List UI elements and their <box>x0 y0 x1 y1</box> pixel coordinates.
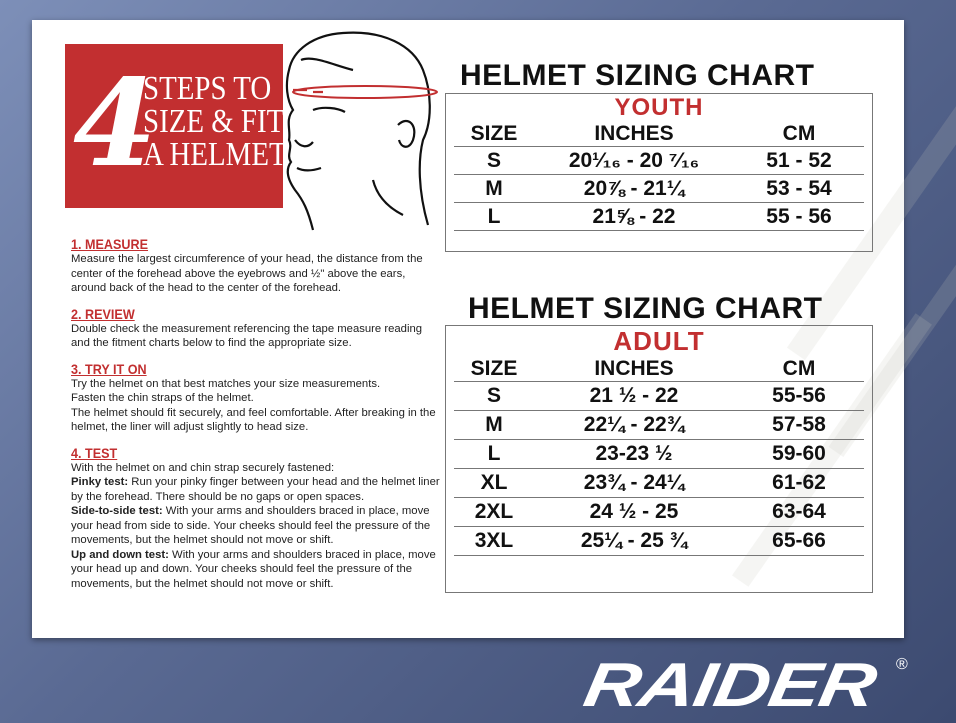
inches-cell: 23-23 ½ <box>534 439 734 469</box>
table-row: M 20⅞ - 21¼ 53 - 54 <box>454 174 864 203</box>
inches-cell: 23¾ - 24¼ <box>534 468 734 498</box>
step-text: Fasten the chin straps of the helmet. <box>71 392 254 404</box>
size-cell: XL <box>454 468 534 498</box>
inches-cell: 25¼ - 25 ¾ <box>534 526 734 556</box>
test-label: Pinky test: <box>71 476 129 488</box>
size-cell: S <box>454 381 534 411</box>
adult-sizing-table: ADULT SIZE INCHES CM S 21 ½ - 22 55-56 M 22¼ - … <box>445 325 873 593</box>
youth-subtitle: YOUTH <box>614 94 704 121</box>
inches-cell: 24 ½ - 25 <box>534 497 734 527</box>
step-text: Double check the measurement referencing… <box>71 322 423 350</box>
table-row: S 20¹⁄₁₆ - 20 ⁷⁄₁₆ 51 - 52 <box>454 146 864 175</box>
size-cell: L <box>454 202 534 231</box>
step-text: Measure the largest circumference of you… <box>71 253 423 294</box>
step-text: The helmet should fit securely, and feel… <box>71 406 436 434</box>
youth-chart-title: HELMET SIZING CHART <box>460 59 815 92</box>
step-title: 2. REVIEW <box>71 305 135 322</box>
inches-cell: 21 ½ - 22 <box>534 381 734 411</box>
number-four: 4 <box>73 53 157 194</box>
test-text: With your arms and shoulders braced in p… <box>71 505 431 546</box>
banner-line: A HELMET <box>143 136 287 173</box>
size-cell: 2XL <box>454 497 534 527</box>
test-text: Run your pinky finger between your head … <box>71 476 440 503</box>
step-text: Try the helmet on that best matches your… <box>71 377 381 390</box>
size-cell: M <box>454 174 534 203</box>
registered-mark: ® <box>896 656 908 673</box>
adult-subtitle: ADULT <box>613 326 705 356</box>
banner-line: SIZE & FIT <box>143 103 285 140</box>
col-inches: INCHES <box>594 357 674 380</box>
cm-cell: 59-60 <box>734 439 864 469</box>
cm-cell: 55-56 <box>734 381 864 411</box>
test-label: Side-to-side test: <box>71 505 163 517</box>
size-cell: S <box>454 146 534 175</box>
step-text: Side-to-side test: With your arms and sh… <box>71 504 441 548</box>
table-row: XL 23¾ - 24¼ 61-62 <box>454 468 864 498</box>
table-row: 2XL 24 ½ - 25 63-64 <box>454 497 864 527</box>
col-size: SIZE <box>470 122 518 145</box>
size-cell: 3XL <box>454 526 534 556</box>
banner-text: STEPS TO SIZE & FIT A HELMET <box>143 70 287 173</box>
col-inches: INCHES <box>594 122 674 145</box>
youth-sizing-table: YOUTH SIZE INCHES CM S 20¹⁄₁₆ - 20 ⁷⁄₁₆ 51 - … <box>445 93 873 252</box>
inches-cell: 20¹⁄₁₆ - 20 ⁷⁄₁₆ <box>534 146 734 175</box>
size-cell: M <box>454 410 534 440</box>
step-text: With the helmet on and chin strap secure… <box>71 461 335 474</box>
step-title: 3. TRY IT ON <box>71 360 147 377</box>
raider-logo: RAIDER <box>578 651 881 720</box>
table-row: S 21 ½ - 22 55-56 <box>454 381 864 411</box>
cm-cell: 53 - 54 <box>734 174 864 203</box>
col-cm: CM <box>782 122 816 145</box>
test-text: With your arms and shoulders braced in p… <box>71 548 436 590</box>
banner-line: STEPS TO <box>143 70 272 107</box>
step-title: 1. MEASURE <box>71 236 149 252</box>
col-cm: CM <box>782 357 816 380</box>
inches-cell: 21⅝ - 22 <box>534 202 734 231</box>
step-text: Pinky test: Run your pinky finger betwee… <box>71 475 441 504</box>
size-cell: L <box>454 439 534 469</box>
step-title: 4. TEST <box>71 444 118 461</box>
table-row: 3XL 25¼ - 25 ¾ 65-66 <box>454 526 864 556</box>
cm-cell: 63-64 <box>734 497 864 527</box>
instructions: 1. MEASURE Measure the largest circumfer… <box>71 236 441 591</box>
inches-cell: 22¼ - 22¾ <box>534 410 734 440</box>
cm-cell: 55 - 56 <box>734 202 864 231</box>
cm-cell: 57-58 <box>734 410 864 440</box>
test-label: Up and down test: <box>71 548 169 561</box>
cm-cell: 51 - 52 <box>734 146 864 175</box>
cm-cell: 61-62 <box>734 468 864 498</box>
table-row: L 21⅝ - 22 55 - 56 <box>454 202 864 231</box>
inches-cell: 20⅞ - 21¼ <box>534 174 734 203</box>
table-row: L 23-23 ½ 59-60 <box>454 439 864 469</box>
table-row: M 22¼ - 22¾ 57-58 <box>454 410 864 440</box>
col-size: SIZE <box>470 357 518 380</box>
four-steps-banner: 4 STEPS TO SIZE & FIT A HELMET <box>65 44 287 208</box>
cm-cell: 65-66 <box>734 526 864 556</box>
step-text: Up and down test: With your arms and sho… <box>71 548 441 592</box>
head-measure-illustration <box>285 31 438 231</box>
adult-chart-title: HELMET SIZING CHART <box>468 292 823 325</box>
